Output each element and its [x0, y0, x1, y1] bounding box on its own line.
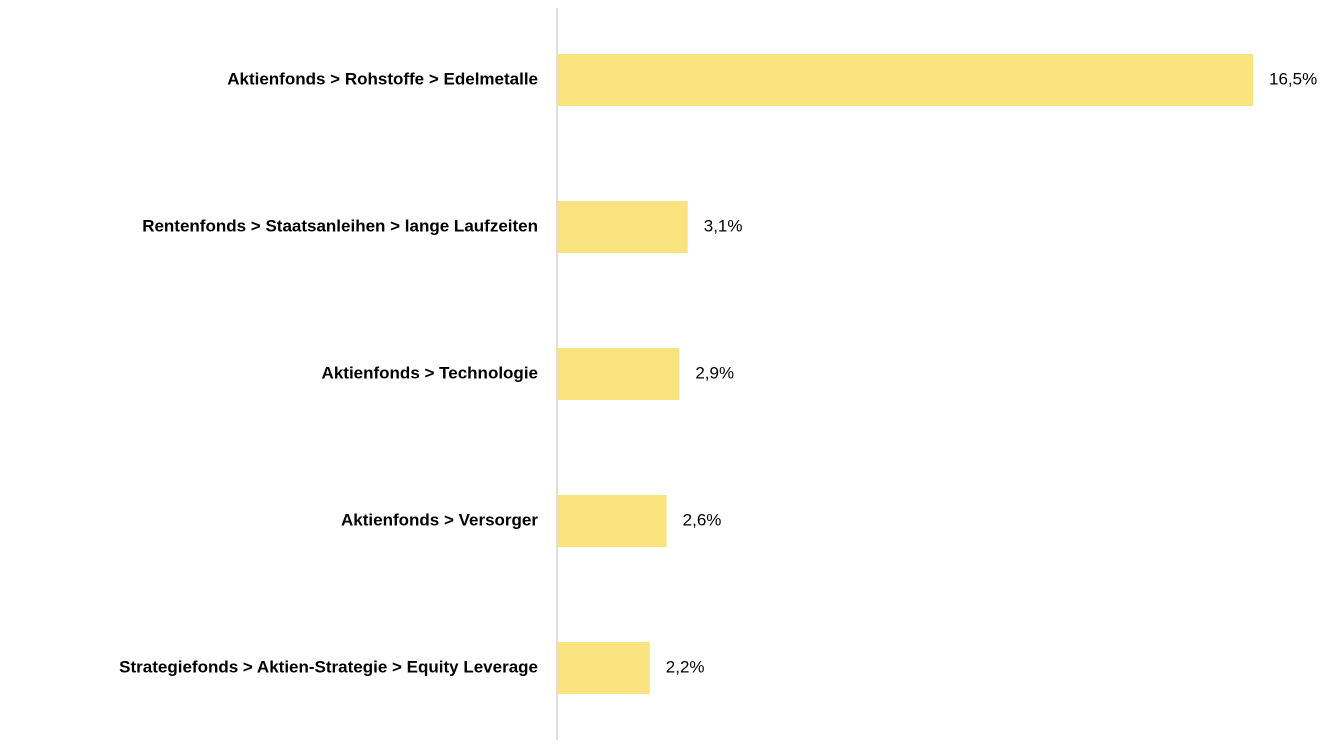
category-label: Aktienfonds > Technologie: [322, 363, 538, 382]
bar: [557, 201, 688, 253]
bar: [557, 54, 1253, 106]
value-label: 2,2%: [666, 657, 705, 676]
bar: [557, 348, 680, 400]
value-label: 3,1%: [704, 216, 743, 235]
bar: [557, 642, 650, 694]
value-label: 16,5%: [1269, 69, 1317, 88]
category-label: Aktienfonds > Versorger: [341, 510, 538, 529]
category-label: Aktienfonds > Rohstoffe > Edelmetalle: [227, 69, 538, 88]
bar: [557, 495, 667, 547]
value-label: 2,9%: [695, 363, 734, 382]
category-label: Rentenfonds > Staatsanleihen > lange Lau…: [142, 216, 538, 235]
value-label: 2,6%: [683, 510, 722, 529]
category-label: Strategiefonds > Aktien-Strategie > Equi…: [119, 657, 538, 676]
